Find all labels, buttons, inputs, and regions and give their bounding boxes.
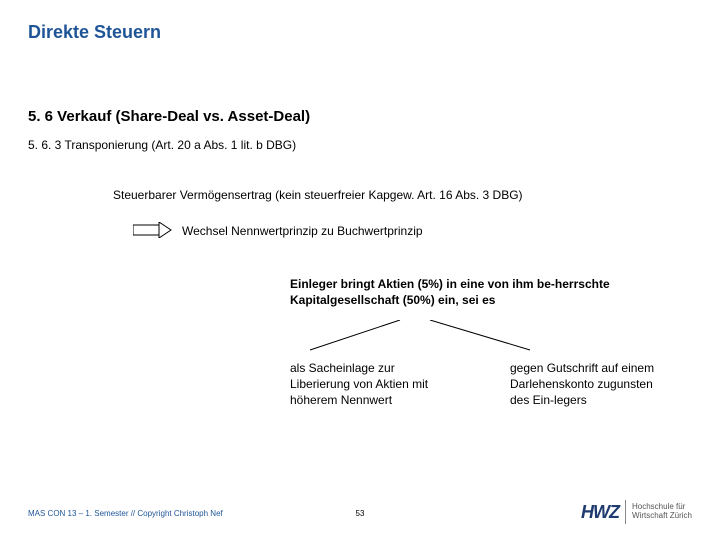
branch-lines [300, 320, 560, 354]
footer-copyright: MAS CON 13 – 1. Semester // Copyright Ch… [28, 509, 223, 518]
logo-line2: Wirtschaft Zürich [632, 512, 692, 521]
body-text-2: Wechsel Nennwertprinzip zu Buchwertprinz… [182, 224, 423, 238]
logo-divider [625, 500, 626, 524]
footer-logo: HWZ Hochschule für Wirtschaft Zürich [581, 500, 692, 524]
branch-left-text: als Sacheinlage zur Liberierung von Akti… [290, 360, 440, 409]
branch-right-text: gegen Gutschrift auf einem Darlehenskont… [510, 360, 660, 409]
page-number: 53 [356, 509, 365, 518]
section-heading: 5. 6 Verkauf (Share-Deal vs. Asset-Deal) [28, 108, 310, 125]
logo-subtext: Hochschule für Wirtschaft Zürich [632, 503, 692, 521]
logo-mark: HWZ [581, 502, 619, 523]
body-text-1: Steuerbarer Vermögensertrag (kein steuer… [113, 188, 523, 202]
subsection-heading: 5. 6. 3 Transponierung (Art. 20 a Abs. 1… [28, 138, 296, 152]
branch-left-line [310, 320, 400, 350]
page-title: Direkte Steuern [28, 22, 161, 43]
branch-right-line [430, 320, 530, 350]
arrow-right-icon [133, 222, 173, 238]
bold-block: Einleger bringt Aktien (5%) in eine von … [290, 276, 650, 308]
